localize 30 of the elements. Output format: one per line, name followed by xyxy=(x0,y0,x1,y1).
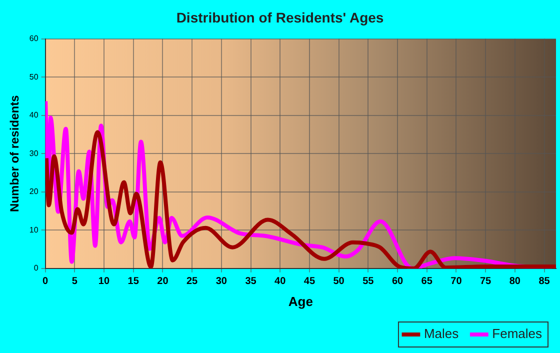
x-tick-label: 65 xyxy=(421,276,433,288)
x-tick-label: 40 xyxy=(274,276,286,288)
x-tick-label: 25 xyxy=(186,276,198,288)
x-tick-label: 80 xyxy=(509,276,521,288)
y-tick-label: 60 xyxy=(29,34,39,44)
y-axis-title: Number of residents xyxy=(8,94,22,212)
x-tick-label: 50 xyxy=(333,276,345,288)
chart-title: Distribution of Residents' Ages xyxy=(176,9,384,26)
x-tick-label: 20 xyxy=(157,276,169,288)
x-tick-label: 5 xyxy=(72,276,78,288)
legend-label: Males xyxy=(424,326,460,342)
y-tick-label: 50 xyxy=(29,72,39,82)
x-tick-label: 30 xyxy=(216,276,228,288)
x-tick-label: 0 xyxy=(42,276,49,288)
x-tick-label: 60 xyxy=(392,276,404,288)
legend-label: Females xyxy=(492,326,542,342)
x-tick-label: 35 xyxy=(245,276,257,288)
x-axis-title: Age xyxy=(288,294,313,309)
x-tick-label: 75 xyxy=(480,276,492,288)
y-tick-label: 40 xyxy=(29,110,39,120)
x-tick-label: 10 xyxy=(98,276,110,288)
y-tick-label: 20 xyxy=(29,187,39,196)
y-tick-label: 30 xyxy=(29,148,39,158)
x-tick-label: 85 xyxy=(538,276,550,288)
y-tick-label: 10 xyxy=(29,225,39,234)
y-tick-label: 0 xyxy=(34,264,39,273)
x-tick-label: 70 xyxy=(450,276,462,288)
x-tick-label: 45 xyxy=(304,276,316,288)
x-tick-label: 15 xyxy=(128,276,140,288)
x-tick-label: 55 xyxy=(362,276,374,288)
